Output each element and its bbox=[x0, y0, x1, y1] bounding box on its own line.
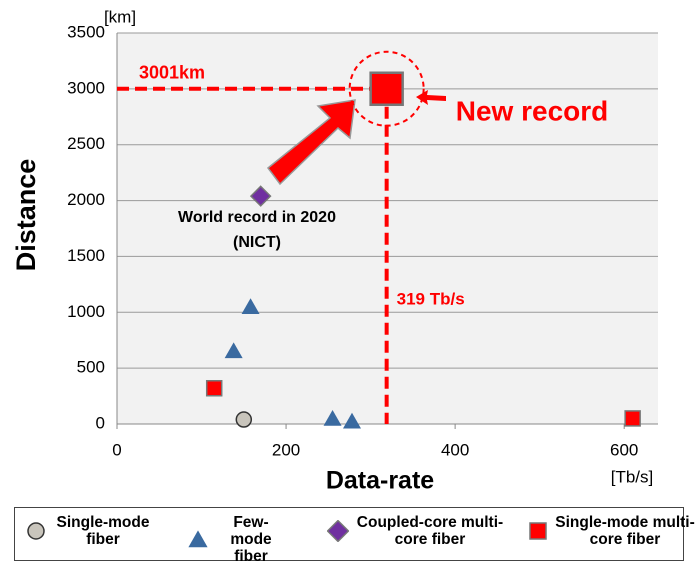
x-title: Data-rate bbox=[326, 467, 434, 495]
y-tick-label: 3500 bbox=[67, 22, 105, 41]
legend-item: Coupled-core multi-core fiber bbox=[327, 514, 505, 548]
x-unit: [Tb/s] bbox=[611, 467, 654, 486]
label-arrow bbox=[416, 90, 446, 105]
legend-label: Coupled-core multi-core fiber bbox=[356, 514, 504, 548]
legend-icon bbox=[27, 522, 45, 540]
legend-icon bbox=[529, 522, 547, 540]
y-unit: [km] bbox=[104, 7, 136, 26]
marker bbox=[342, 412, 361, 429]
legend-label: Few-mode fiber bbox=[230, 514, 272, 565]
x-tick-label: 0 bbox=[112, 440, 121, 459]
marker bbox=[205, 380, 223, 397]
y-title: Distance bbox=[11, 159, 41, 272]
legend: Single-mode fiber Few-mode fiber Coupled-c… bbox=[14, 507, 695, 565]
y-tick-label: 1000 bbox=[67, 302, 105, 321]
y-tick-label: 0 bbox=[96, 413, 105, 432]
chart: 0 500 1000 1500 2000 2500 3000 3500 0 200 400 600 D… bbox=[11, 7, 658, 495]
marker bbox=[235, 411, 253, 428]
legend-item: Few-mode fiber bbox=[187, 514, 287, 565]
record-arrow bbox=[266, 99, 356, 186]
x-tick-label: 200 bbox=[272, 440, 300, 459]
marker bbox=[327, 520, 349, 542]
marker bbox=[369, 71, 404, 106]
legend-label: Single-mode fiber bbox=[56, 514, 150, 548]
previous-sublabel: (NICT) bbox=[233, 234, 281, 251]
record-circle bbox=[348, 50, 425, 127]
legend-item: Single-mode multi-core fiber bbox=[527, 514, 695, 548]
marker bbox=[188, 529, 208, 547]
legend-label: Single-mode multi-core fiber bbox=[555, 514, 695, 548]
y-tick-label: 2500 bbox=[67, 134, 105, 153]
marker bbox=[249, 185, 272, 207]
x-tick-label: 400 bbox=[441, 440, 469, 459]
y-tick-label: 1500 bbox=[67, 246, 105, 265]
record-label: New record bbox=[456, 95, 609, 126]
marker bbox=[323, 409, 342, 426]
record-y-label: 3001km bbox=[139, 62, 205, 82]
legend-item: Single-mode fiber bbox=[25, 514, 153, 548]
marker bbox=[241, 298, 260, 315]
x-tick-label: 600 bbox=[610, 440, 638, 459]
legend-icon bbox=[327, 520, 349, 542]
y-tick-label: 500 bbox=[77, 358, 105, 377]
legend-icon bbox=[188, 529, 208, 547]
marker bbox=[624, 410, 641, 427]
marker bbox=[529, 522, 547, 540]
y-tick-label: 2000 bbox=[67, 190, 105, 209]
previous-label: World record in 2020 bbox=[178, 209, 336, 226]
record-x-label: 319 Tb/s bbox=[397, 289, 465, 308]
marker bbox=[224, 342, 243, 359]
y-tick-label: 3000 bbox=[67, 78, 105, 97]
marker bbox=[27, 522, 45, 540]
